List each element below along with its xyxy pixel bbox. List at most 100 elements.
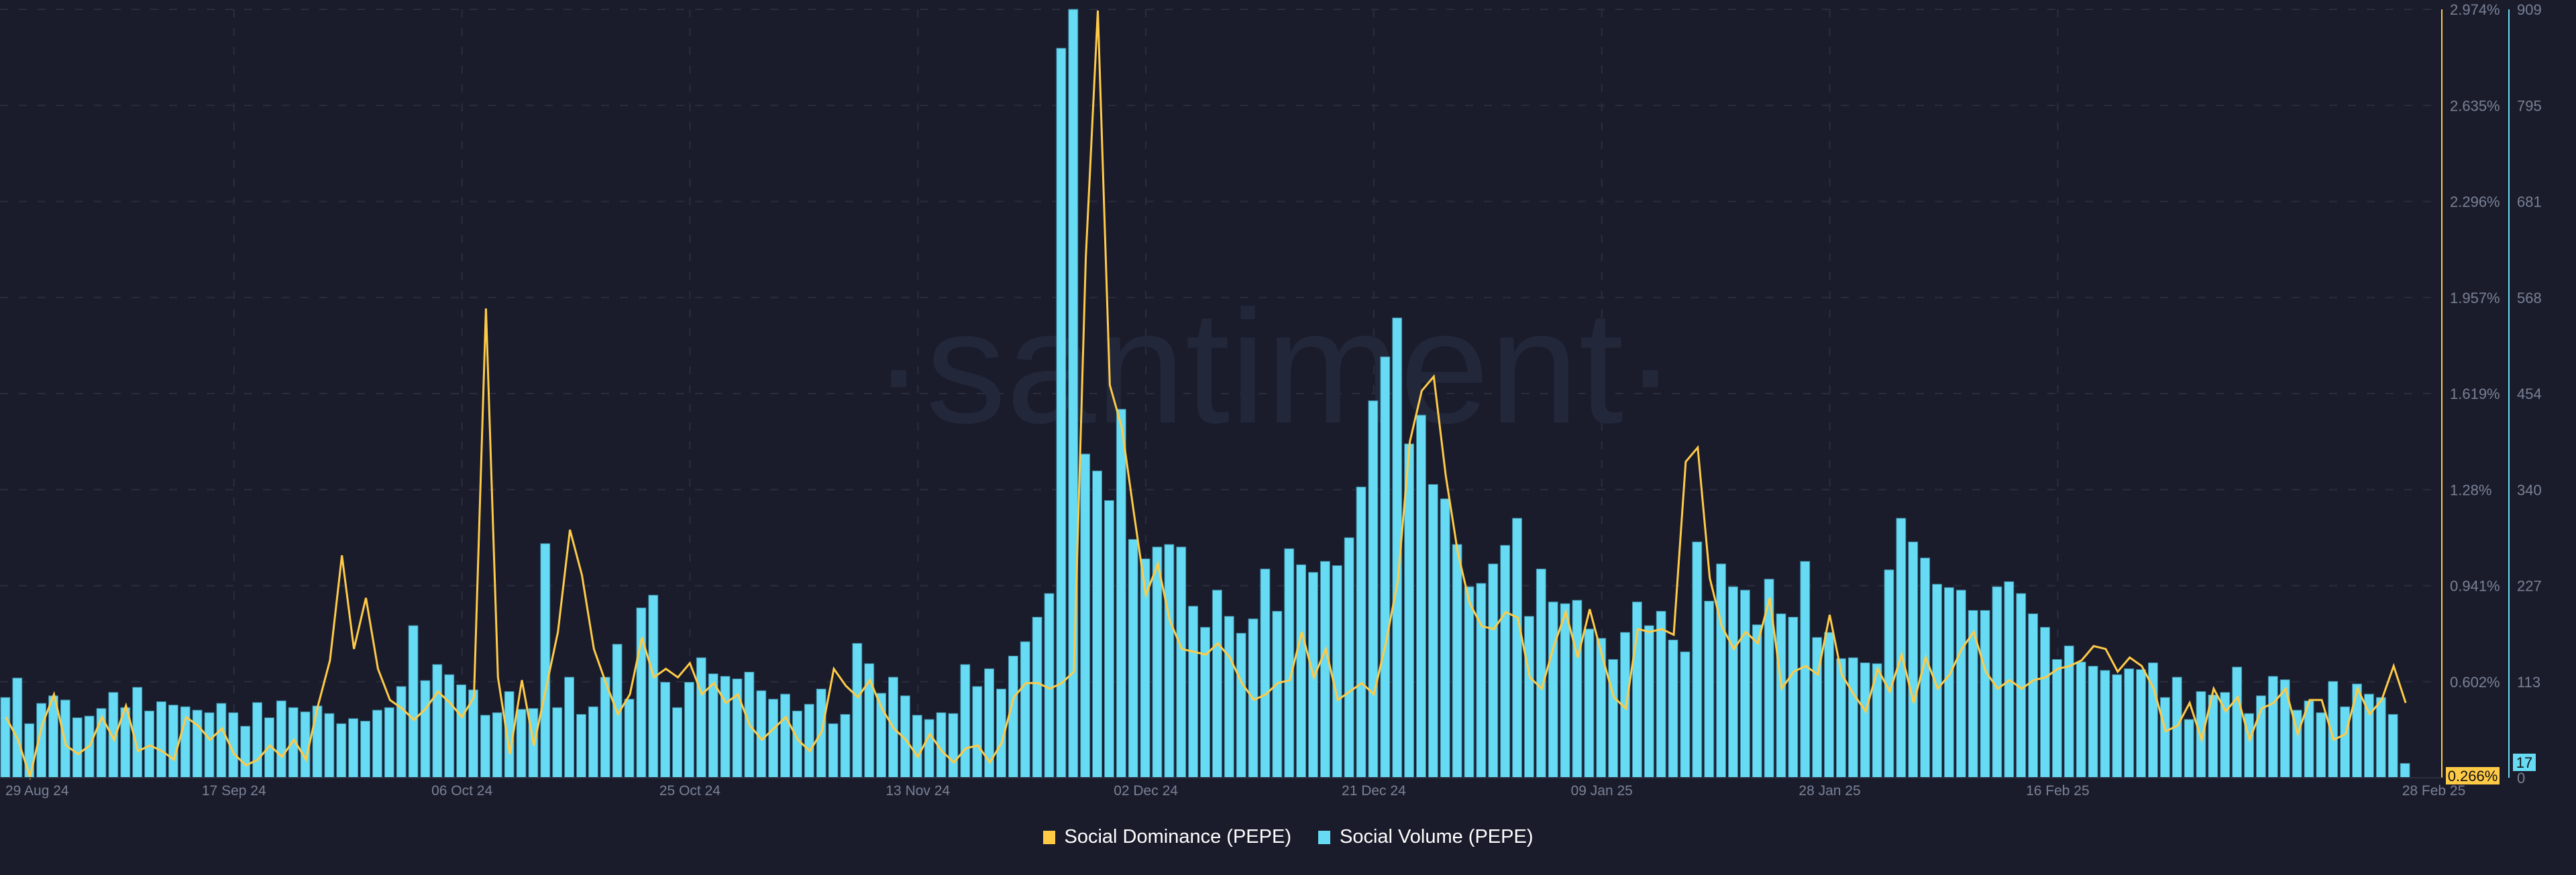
volume-bar[interactable] [2136, 669, 2147, 778]
volume-bar[interactable] [192, 709, 203, 778]
volume-bar[interactable] [1512, 518, 1522, 778]
volume-bar[interactable] [2088, 666, 2098, 778]
volume-bar[interactable] [1728, 586, 1738, 778]
volume-bar[interactable] [2076, 661, 2086, 778]
volume-bar[interactable] [1092, 470, 1102, 778]
volume-bar[interactable] [2028, 613, 2039, 778]
volume-bar[interactable] [1344, 537, 1354, 778]
volume-bar[interactable] [1104, 500, 1114, 778]
volume-bar[interactable] [1908, 541, 1919, 778]
volume-bar[interactable] [1452, 544, 1462, 778]
volume-bar[interactable] [1920, 557, 1931, 778]
volume-bar[interactable] [1284, 548, 1295, 778]
volume-bar[interactable] [1824, 632, 1834, 778]
volume-bar[interactable] [828, 723, 839, 778]
volume-bar[interactable] [276, 700, 286, 778]
volume-bar[interactable] [840, 713, 851, 778]
volume-bar[interactable] [516, 709, 527, 778]
volume-bar[interactable] [2387, 713, 2398, 778]
volume-bar[interactable] [1476, 583, 1487, 778]
volume-bar[interactable] [780, 693, 790, 778]
volume-bar[interactable] [1776, 613, 1786, 778]
volume-bar[interactable] [2375, 697, 2386, 778]
volume-bar[interactable] [2051, 658, 2062, 778]
volume-bar[interactable] [1044, 593, 1055, 778]
volume-bar[interactable] [456, 684, 467, 778]
volume-bar[interactable] [624, 699, 635, 778]
volume-bar[interactable] [1560, 603, 1570, 778]
volume-bar[interactable] [1644, 625, 1654, 778]
volume-bar[interactable] [912, 715, 922, 778]
volume-bar[interactable] [432, 664, 443, 778]
volume-bar[interactable] [2232, 666, 2243, 778]
social-dominance-line[interactable] [5, 10, 2407, 780]
volume-bar[interactable] [1692, 541, 1703, 778]
volume-bar[interactable] [1176, 546, 1187, 778]
volume-bar[interactable] [1356, 486, 1366, 778]
volume-bar[interactable] [948, 713, 959, 778]
volume-bar[interactable] [1955, 589, 1966, 778]
volume-bar[interactable] [324, 713, 335, 778]
volume-bar[interactable] [2100, 670, 2110, 778]
volume-bar[interactable] [708, 673, 718, 778]
volume-bar[interactable] [1008, 655, 1018, 778]
volume-bar[interactable] [1536, 569, 1546, 778]
volume-bar[interactable] [1488, 563, 1499, 778]
volume-bar[interactable] [1572, 599, 1582, 778]
volume-bar[interactable] [720, 676, 731, 778]
volume-bar[interactable] [636, 607, 647, 778]
volume-bar[interactable] [240, 725, 251, 778]
volume-bar[interactable] [1704, 601, 1715, 778]
volume-bar[interactable] [960, 664, 971, 778]
volume-bar[interactable] [2352, 683, 2362, 778]
volume-bar[interactable] [204, 712, 215, 778]
volume-bar[interactable] [648, 595, 659, 778]
volume-bar[interactable] [1056, 48, 1067, 778]
volume-bar[interactable] [1128, 538, 1138, 778]
legend-item-social-dominance[interactable]: Social Dominance (PEPE) [1042, 826, 1291, 848]
volume-bar[interactable] [360, 721, 370, 778]
volume-bar[interactable] [2159, 697, 2170, 778]
volume-bar[interactable] [384, 707, 394, 778]
volume-bar[interactable] [2340, 706, 2351, 778]
volume-bar[interactable] [492, 712, 502, 778]
volume-bar[interactable] [420, 680, 431, 778]
volume-bar[interactable] [1080, 453, 1091, 778]
volume-bar[interactable] [1680, 651, 1690, 778]
volume-bar[interactable] [1847, 657, 1858, 778]
volume-bar[interactable] [1380, 356, 1391, 778]
volume-bar[interactable] [1896, 518, 1907, 778]
volume-bar[interactable] [1668, 640, 1678, 778]
volume-bar[interactable] [1656, 611, 1666, 778]
volume-bar[interactable] [576, 713, 586, 778]
volume-bar[interactable] [1260, 569, 1271, 778]
volume-bar[interactable] [684, 682, 694, 778]
volume-bar[interactable] [1020, 641, 1030, 778]
volume-bar[interactable] [1608, 658, 1619, 778]
volume-bar[interactable] [1212, 589, 1222, 778]
volume-bar[interactable] [1523, 616, 1534, 778]
volume-bar[interactable] [1236, 632, 1246, 778]
volume-bar[interactable] [348, 718, 359, 778]
volume-bar[interactable] [0, 697, 11, 778]
volume-bar[interactable] [2112, 674, 2123, 778]
volume-bar[interactable] [1788, 616, 1799, 778]
volume-bar[interactable] [168, 705, 178, 778]
volume-bar[interactable] [1188, 605, 1199, 778]
volume-bar[interactable] [1032, 616, 1042, 778]
volume-bar[interactable] [1716, 563, 1727, 778]
volume-bar[interactable] [2184, 719, 2194, 778]
volume-bar[interactable] [216, 703, 227, 778]
volume-bar[interactable] [552, 707, 563, 778]
volume-bar[interactable] [1320, 561, 1330, 778]
volume-bar[interactable] [336, 723, 347, 778]
volume-bar[interactable] [72, 717, 83, 778]
volume-bar[interactable] [1584, 628, 1595, 778]
volume-bar[interactable] [480, 715, 490, 778]
volume-bar[interactable] [408, 625, 419, 778]
volume-bar[interactable] [1596, 638, 1607, 778]
volume-bar[interactable] [372, 709, 382, 778]
volume-bar[interactable] [144, 710, 155, 778]
